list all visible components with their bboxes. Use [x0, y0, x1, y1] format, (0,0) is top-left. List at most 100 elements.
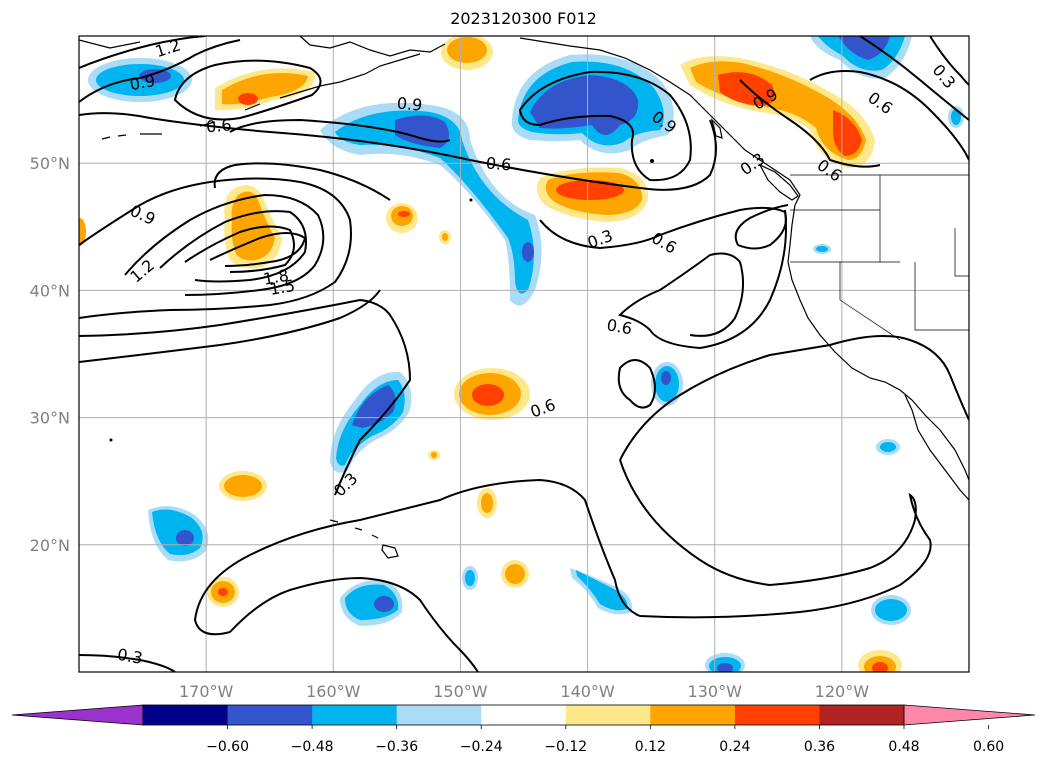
colorbar-segment: [312, 705, 398, 725]
contour-line: [79, 654, 176, 672]
contour-label: 0.9: [128, 71, 156, 94]
contour-line: [209, 232, 307, 267]
lon-tick-label: 160°W: [306, 682, 361, 701]
negative-anomaly-region: [810, 36, 912, 79]
lat-tick-label: 30°N: [30, 409, 70, 428]
contour-label: 0.3: [737, 149, 769, 179]
negative-anomaly-region: [148, 244, 911, 672]
contour-label-text: 0.6: [485, 153, 512, 174]
contour-label-text: 0.3: [928, 61, 959, 93]
positive-anomaly-region: [79, 203, 451, 246]
us-west-coastline: [787, 204, 969, 481]
contour-label-text: 1.5: [268, 276, 296, 299]
contour-line: [618, 209, 787, 350]
colorbar-tick-label: −0.48: [291, 739, 334, 755]
contour-label-text: 0.6: [648, 228, 680, 257]
contour-label: 0.6: [648, 228, 680, 257]
contour-label: 0.9: [127, 201, 158, 229]
colorbar-segment: [481, 705, 567, 725]
lon-tick-label: 120°W: [815, 682, 870, 701]
colorbar-segment: [227, 705, 313, 725]
contour-line: [739, 79, 881, 168]
contour-line: [619, 335, 969, 461]
graticule: [79, 36, 969, 672]
contour-line: [79, 39, 241, 103]
contour-label: 1.2: [126, 255, 158, 286]
colorbar-tick-label: 0.36: [804, 739, 835, 755]
contour-label-text: 0.3: [737, 149, 769, 179]
colorbar-extend-high: [903, 704, 1036, 726]
contour-label: 0.3: [585, 226, 615, 253]
contour-line: [159, 210, 307, 283]
contour-label: 0.3: [116, 645, 144, 668]
contour-label-text: 0.3: [116, 645, 144, 668]
contour-line: [79, 289, 381, 363]
contour-label-text: 0.9: [128, 71, 156, 94]
contour-line: [193, 459, 932, 672]
colorbar-tick-label: 0.24: [719, 739, 750, 755]
positive-anomaly-region: [454, 368, 530, 420]
colorbar-extend-low: [11, 704, 144, 726]
contour-label: 0.6: [485, 153, 512, 174]
colorbar-tick-label: −0.12: [544, 739, 587, 755]
contour-label-text: 0.3: [585, 226, 615, 253]
state-borders: [790, 175, 969, 341]
contour-line: [929, 36, 969, 86]
positive-anomaly-region: [207, 450, 902, 672]
haida-gwaii-coastline: [710, 118, 723, 139]
contour-line: [79, 177, 352, 319]
contour-line: [518, 70, 692, 182]
contour-line: [184, 225, 295, 273]
contour-line: [79, 112, 717, 191]
colorbar-segment: [650, 705, 736, 725]
alaska-coastline: [79, 36, 801, 206]
contour-label-text: 1.2: [126, 255, 158, 286]
colorbar-tick-label: 0.48: [888, 739, 919, 755]
positive-anomaly-region: [536, 167, 649, 222]
contour-line: [79, 298, 412, 496]
contour-line: [229, 118, 451, 143]
contour-line: [79, 36, 206, 69]
contour-label: 0.6: [605, 315, 633, 338]
colorbar-segment: [396, 705, 482, 725]
lon-tick-label: 150°W: [433, 682, 488, 701]
colorbar-tick-label: −0.36: [375, 739, 418, 755]
contour-label-text: 0.9: [396, 94, 423, 115]
colorbar-tick-label: −0.60: [206, 739, 249, 755]
contour-line: [124, 193, 325, 296]
colorbar-segment: [143, 705, 229, 725]
map-title: 2023120300 F012: [450, 9, 597, 28]
contour-label-text: 1.8: [262, 266, 290, 289]
positive-anomaly-region: [215, 68, 316, 111]
map-frame: [78, 35, 970, 673]
negative-anomaly-region: [320, 102, 542, 306]
lon-tick-label: 140°W: [560, 682, 615, 701]
contour-label-text: 0.6: [864, 88, 896, 118]
shaded-anomaly-layer: [79, 36, 964, 672]
colorbar-segment: [565, 705, 651, 725]
contour-label-text: 0.9: [127, 201, 158, 229]
contour-label-text: 0.6: [205, 115, 232, 136]
bc-island-coastline: [758, 163, 799, 201]
baja-coastline: [904, 394, 969, 501]
colorbar-tick-label: 0.12: [635, 739, 666, 755]
coastline-layer: [79, 36, 969, 559]
axis-tick-labels: 170°W 160°W 150°W 140°W 130°W 120°W 50°N 40°N 30…: [30, 154, 870, 701]
lat-tick-label: 20°N: [30, 536, 70, 555]
colorbar-frame: [142, 704, 905, 726]
lon-tick-label: 130°W: [688, 682, 743, 701]
positive-anomaly-region: [441, 36, 493, 70]
contour-line: [809, 70, 969, 161]
contour-label-text: 0.3: [330, 469, 361, 500]
negative-anomaly-region: [330, 371, 412, 473]
contour-label: 0.9: [396, 94, 423, 115]
lat-tick-label: 40°N: [30, 281, 70, 300]
contour-layer: [79, 36, 969, 672]
contour-line: [617, 359, 656, 409]
contour-line: [173, 59, 322, 121]
contour-label: 0.3: [330, 469, 361, 500]
colorbar-segment: [734, 705, 820, 725]
contour-label: 0.6: [205, 115, 232, 136]
hawaii-coastline: [329, 519, 399, 559]
